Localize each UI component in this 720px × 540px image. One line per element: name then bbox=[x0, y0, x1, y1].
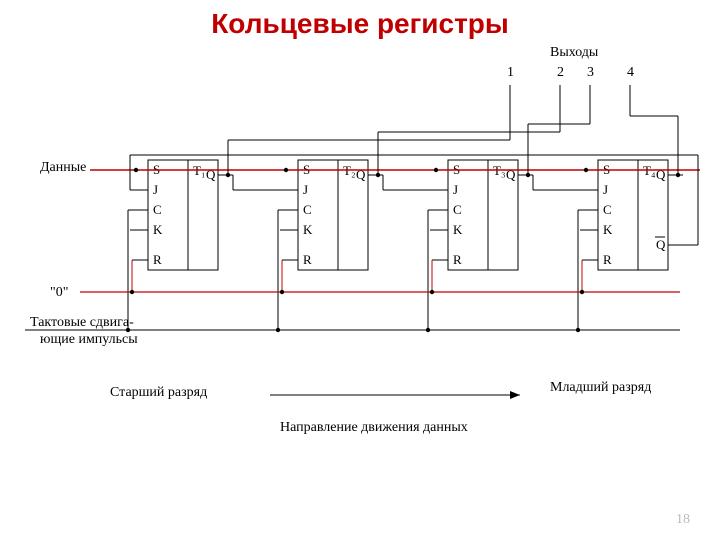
svg-text:C: C bbox=[303, 202, 312, 217]
svg-text:K: K bbox=[303, 222, 313, 237]
svg-text:J: J bbox=[153, 182, 158, 197]
output-num-1: 1 bbox=[507, 65, 514, 81]
svg-text:K: K bbox=[453, 222, 463, 237]
svg-text:J: J bbox=[453, 182, 458, 197]
svg-text:R: R bbox=[453, 252, 462, 267]
circuit-diagram: T₁SJCKRQT₂SJCKRQT₃SJCKRQT₄SJCKRQQ bbox=[0, 0, 720, 540]
svg-text:C: C bbox=[453, 202, 462, 217]
outputs-label: Выходы bbox=[550, 45, 598, 61]
direction-label: Направление движения данных bbox=[280, 420, 468, 436]
clock-label-1: Тактовые сдвига- bbox=[30, 315, 134, 331]
output-num-4: 4 bbox=[627, 65, 634, 81]
svg-text:J: J bbox=[303, 182, 308, 197]
output-num-2: 2 bbox=[557, 65, 564, 81]
svg-text:R: R bbox=[153, 252, 162, 267]
clock-label-2: ющие импульсы bbox=[40, 332, 138, 348]
svg-text:K: K bbox=[603, 222, 613, 237]
data-label: Данные bbox=[40, 160, 86, 176]
svg-text:J: J bbox=[603, 182, 608, 197]
svg-text:R: R bbox=[303, 252, 312, 267]
lsb-label: Младший разряд bbox=[550, 380, 651, 396]
page-number: 18 bbox=[676, 512, 690, 528]
svg-text:C: C bbox=[153, 202, 162, 217]
svg-text:R: R bbox=[603, 252, 612, 267]
output-num-3: 3 bbox=[587, 65, 594, 81]
svg-text:K: K bbox=[153, 222, 163, 237]
svg-text:C: C bbox=[603, 202, 612, 217]
msb-label: Старший разряд bbox=[110, 385, 207, 401]
zero-label: "0" bbox=[50, 285, 68, 301]
svg-text:Q: Q bbox=[656, 237, 666, 252]
